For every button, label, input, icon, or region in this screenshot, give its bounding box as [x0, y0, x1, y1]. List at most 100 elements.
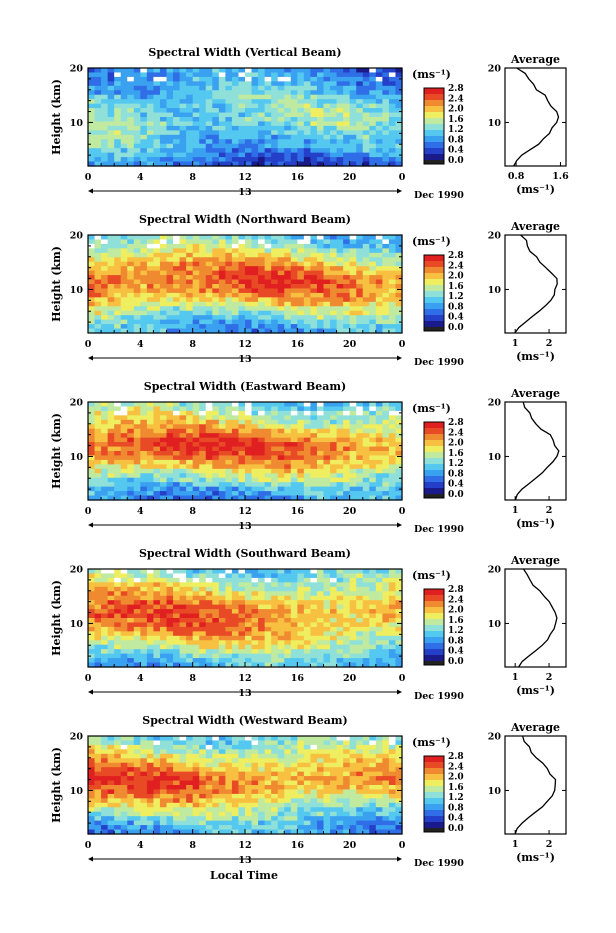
heatmap-cell	[343, 482, 350, 487]
heatmap-cell	[153, 126, 160, 131]
heatmap-cell	[376, 324, 383, 329]
heatmap-cell	[160, 745, 167, 750]
heatmap-cell	[88, 99, 95, 104]
heatmap-cell	[324, 271, 331, 276]
heatmap-cell	[337, 420, 344, 425]
heatmap-cell	[265, 284, 272, 289]
colorbar-swatch-min	[424, 160, 444, 164]
heatmap-cell	[95, 95, 102, 100]
heatmap-cell	[160, 767, 167, 772]
heatmap-cell	[180, 99, 187, 104]
heatmap-cell	[284, 144, 291, 149]
heatmap-cell	[121, 130, 128, 135]
heatmap-cell	[238, 447, 245, 452]
heatmap-cell	[225, 420, 232, 425]
heatmap-cell	[225, 415, 232, 420]
heatmap-cell	[212, 411, 219, 416]
heatmap-cell	[350, 315, 357, 320]
heatmap-cell	[140, 411, 147, 416]
heatmap-cell	[95, 315, 102, 320]
heatmap-cell	[265, 763, 272, 768]
heatmap-cell	[127, 148, 134, 153]
heatmap-cell	[186, 627, 193, 632]
heatmap-cell	[356, 605, 363, 610]
heatmap-cell	[278, 591, 285, 596]
heatmap-cell	[291, 95, 298, 100]
heatmap-cell	[350, 636, 357, 641]
heatmap-cell	[252, 81, 259, 86]
heatmap-cell	[193, 451, 200, 456]
heatmap-cell	[108, 406, 115, 411]
heatmap-cell	[232, 144, 239, 149]
heatmap-cell	[369, 402, 376, 407]
heatmap-cell	[186, 609, 193, 614]
heatmap-cell	[389, 631, 396, 636]
heatmap-cell	[343, 113, 350, 118]
heatmap-cell	[350, 605, 357, 610]
heatmap-cell	[310, 411, 317, 416]
heatmap-cell	[147, 736, 154, 741]
heatmap-cell	[265, 487, 272, 492]
heatmap-cell	[324, 420, 331, 425]
heatmap-cell	[245, 618, 252, 623]
heatmap-cell	[219, 117, 226, 122]
heatmap-cell	[271, 469, 278, 474]
heatmap-cell	[127, 636, 134, 641]
heatmap-cell	[245, 72, 252, 77]
heatmap-cell	[206, 144, 213, 149]
heatmap-cell	[382, 77, 389, 82]
heatmap-cell	[297, 86, 304, 91]
heatmap-cell	[363, 491, 370, 496]
heatmap-cell	[153, 284, 160, 289]
heatmap-cell	[330, 117, 337, 122]
heatmap-cell	[101, 631, 108, 636]
heatmap-cell	[153, 108, 160, 113]
heatmap-cell	[212, 478, 219, 483]
heatmap-cell	[219, 609, 226, 614]
heatmap-cell	[134, 271, 141, 276]
heatmap-cell	[101, 99, 108, 104]
heatmap-cell	[317, 117, 324, 122]
heatmap-cell	[160, 288, 167, 293]
heatmap-cell	[127, 77, 134, 82]
heatmap-cell	[330, 306, 337, 311]
heatmap-cell	[232, 578, 239, 583]
heatmap-cell	[337, 244, 344, 249]
heatmap-cell	[232, 447, 239, 452]
heatmap-cell	[317, 614, 324, 619]
heatmap-cell	[206, 447, 213, 452]
heatmap-cell	[108, 121, 115, 126]
heatmap-cell	[389, 311, 396, 316]
heatmap-cell	[180, 121, 187, 126]
heatmap-cell	[317, 108, 324, 113]
heatmap-cell	[369, 113, 376, 118]
heatmap-cell	[376, 658, 383, 663]
colorbar-swatch	[424, 643, 444, 649]
heatmap-cell	[265, 609, 272, 614]
heatmap-cell	[127, 573, 134, 578]
heatmap-cell	[225, 244, 232, 249]
heatmap-cell	[382, 104, 389, 109]
heatmap-cell	[376, 104, 383, 109]
heatmap-cell	[278, 754, 285, 759]
heatmap-cell	[350, 306, 357, 311]
heatmap-cell	[304, 306, 311, 311]
heatmap-cell	[206, 121, 213, 126]
heatmap-cell	[376, 121, 383, 126]
heatmap-cell	[324, 135, 331, 140]
heatmap-cell	[127, 429, 134, 434]
heatmap-cell	[147, 627, 154, 632]
heatmap-cell	[121, 487, 128, 492]
heatmap-cell	[127, 126, 134, 131]
heatmap-cell	[134, 596, 141, 601]
heatmap-cell	[337, 482, 344, 487]
heatmap-cell	[291, 148, 298, 153]
heatmap-cell	[101, 121, 108, 126]
heatmap-cell	[186, 248, 193, 253]
heatmap-cell	[140, 90, 147, 95]
colorbar-tick-label: 2.0	[448, 439, 464, 449]
heatmap-cell	[95, 72, 102, 77]
heatmap-cell	[212, 424, 219, 429]
heatmap-cell	[114, 578, 121, 583]
heatmap-cell	[389, 636, 396, 641]
